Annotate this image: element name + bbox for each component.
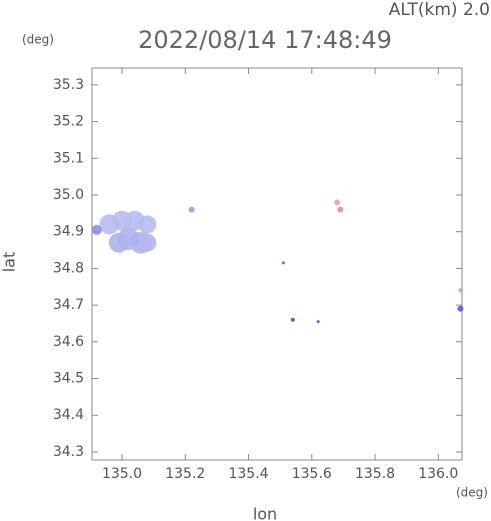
echo-patch bbox=[290, 317, 295, 322]
y-unit: (deg) bbox=[22, 33, 54, 47]
y-tick-label: 35.2 bbox=[53, 114, 84, 130]
y-tick-label: 35.3 bbox=[53, 77, 84, 93]
y-tick-label: 34.8 bbox=[53, 260, 84, 276]
y-tick-label: 34.3 bbox=[53, 444, 84, 460]
echo-patch bbox=[458, 288, 463, 293]
x-tick-label: 135.4 bbox=[228, 466, 268, 482]
x-tick-label: 135.8 bbox=[355, 466, 395, 482]
chart-title: 2022/08/14 17:48:49 bbox=[138, 26, 392, 54]
y-tick-label: 34.7 bbox=[53, 297, 84, 313]
y-axis-label: lat bbox=[0, 252, 19, 273]
y-tick-label: 35.0 bbox=[53, 187, 84, 203]
x-tick-label: 136.0 bbox=[418, 466, 458, 482]
echo-patch bbox=[138, 233, 157, 252]
x-unit: (deg) bbox=[456, 486, 488, 500]
y-tick-label: 34.6 bbox=[53, 334, 84, 350]
y-tick-label: 34.5 bbox=[53, 371, 84, 387]
echo-patch bbox=[281, 261, 285, 265]
echo-patch bbox=[138, 215, 157, 234]
plot-frame bbox=[91, 67, 463, 461]
echo-patch bbox=[457, 305, 464, 312]
x-tick-label: 135.0 bbox=[102, 466, 142, 482]
echo-patch bbox=[337, 206, 344, 213]
echo-patch bbox=[188, 206, 195, 213]
echo-patch bbox=[91, 224, 102, 235]
y-tick-label: 34.4 bbox=[53, 407, 84, 423]
echo-patch bbox=[108, 232, 129, 253]
altitude-label: ALT(km) 2.0 bbox=[389, 0, 490, 20]
echo-patch bbox=[334, 199, 341, 206]
echo-patch bbox=[316, 320, 320, 324]
y-tick-label: 35.1 bbox=[53, 150, 84, 166]
x-axis-label: lon bbox=[253, 505, 277, 521]
x-tick-label: 135.2 bbox=[165, 466, 205, 482]
y-tick-label: 34.9 bbox=[53, 224, 84, 240]
x-tick-label: 135.6 bbox=[292, 466, 332, 482]
